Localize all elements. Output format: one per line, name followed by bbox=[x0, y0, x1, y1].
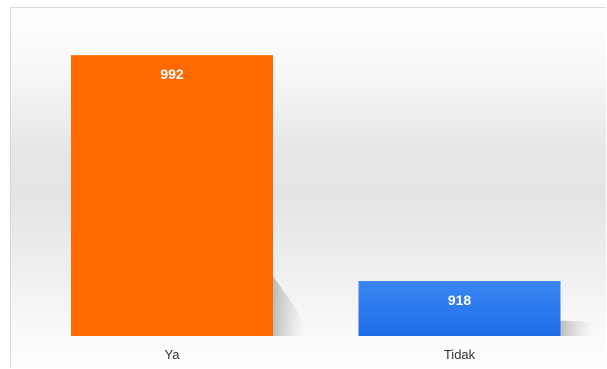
bar-shadows bbox=[273, 276, 593, 336]
chart-area: 992 918 Ya Tidak bbox=[10, 7, 606, 368]
bar-shadow bbox=[560, 320, 593, 336]
value-label-tidak: 918 bbox=[448, 292, 472, 308]
tick-label-tidak: Tidak bbox=[444, 347, 476, 362]
bar-chart: 992 918 Ya Tidak bbox=[71, 55, 593, 362]
bars bbox=[71, 55, 561, 336]
x-axis-tick-labels: Ya Tidak bbox=[165, 347, 476, 362]
value-label-ya: 992 bbox=[160, 66, 184, 82]
tick-label-ya: Ya bbox=[165, 347, 181, 362]
bar-tidak[interactable] bbox=[358, 281, 561, 336]
bar-ya[interactable] bbox=[71, 55, 273, 336]
value-labels: 992 918 bbox=[160, 66, 471, 308]
bar-shadow bbox=[273, 276, 305, 336]
